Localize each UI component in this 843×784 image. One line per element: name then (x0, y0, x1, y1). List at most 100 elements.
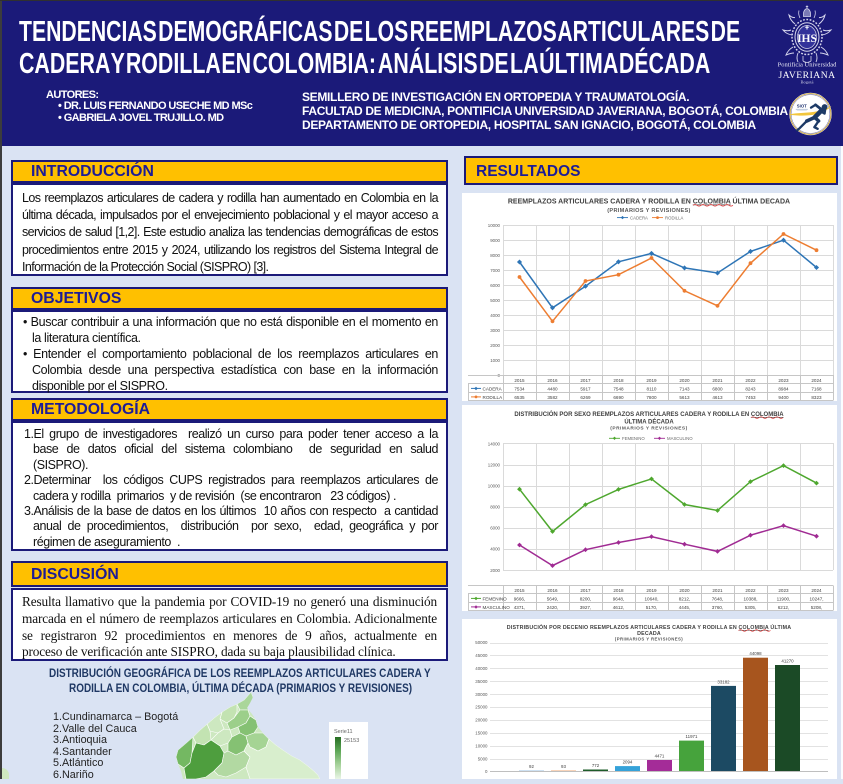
svg-text:7548: 7548 (613, 386, 624, 391)
svg-text:2024: 2024 (811, 588, 822, 593)
svg-text:40000: 40000 (475, 666, 488, 671)
svg-text:6690: 6690 (613, 395, 624, 400)
svg-text:(PRIMARIOS Y REVISIONES): (PRIMARIOS Y REVISIONES) (607, 208, 690, 214)
svg-text:7800: 7800 (646, 395, 657, 400)
svg-text:9666,: 9666, (514, 596, 526, 601)
svg-text:5613: 5613 (679, 395, 690, 400)
svg-text:6000: 6000 (490, 526, 500, 531)
svg-text:9400: 9400 (778, 395, 789, 400)
svg-text:9648,: 9648, (613, 596, 625, 601)
svg-text:7168: 7168 (811, 386, 822, 391)
svg-text:5917: 5917 (580, 386, 591, 391)
svg-text:33182: 33182 (717, 679, 730, 684)
svg-text:15000: 15000 (475, 731, 488, 736)
svg-text:Bogotá: Bogotá (801, 80, 814, 85)
svg-text:10640,: 10640, (644, 596, 658, 601)
svg-text:4471: 4471 (655, 754, 665, 759)
svg-text:30000: 30000 (475, 692, 488, 697)
svg-text:93: 93 (561, 764, 566, 769)
svg-text:4000: 4000 (490, 547, 500, 552)
svg-text:2018: 2018 (613, 588, 624, 593)
svg-text:10247,: 10247, (809, 596, 823, 601)
svg-text:MASCULINO: MASCULINO (667, 436, 693, 441)
svg-text:11900,: 11900, (777, 596, 791, 601)
svg-text:20000: 20000 (475, 718, 488, 723)
svg-text:92: 92 (529, 764, 534, 769)
svg-text:5000: 5000 (490, 298, 500, 303)
svg-text:10000: 10000 (488, 223, 501, 228)
svg-text:JAVERIANA: JAVERIANA (778, 70, 835, 81)
svg-text:41270: 41270 (781, 659, 794, 664)
svg-text:4445,: 4445, (679, 605, 691, 610)
svg-text:4612,: 4612, (613, 605, 625, 610)
svg-text:4480: 4480 (547, 386, 558, 391)
svg-text:772: 772 (592, 763, 600, 768)
svg-text:REEMPLAZOS ARTICULARES CADERA: REEMPLAZOS ARTICULARES CADERA Y RODILLA … (508, 197, 790, 206)
svg-text:SIOT: SIOT (797, 104, 807, 109)
svg-text:DECADA: DECADA (637, 631, 661, 637)
svg-text:3582: 3582 (547, 395, 558, 400)
svg-text:2023: 2023 (778, 588, 789, 593)
svg-text:6535: 6535 (514, 395, 525, 400)
svg-text:35000: 35000 (475, 679, 488, 684)
svg-text:5305,: 5305, (745, 605, 757, 610)
svg-text:5000: 5000 (478, 756, 488, 761)
svg-text:Pontificia Universidad: Pontificia Universidad (778, 62, 837, 69)
svg-text:7000: 7000 (490, 268, 500, 273)
svg-text:7534: 7534 (514, 386, 525, 391)
svg-text:8984: 8984 (778, 386, 789, 391)
svg-text:11971: 11971 (686, 734, 698, 739)
svg-text:2020: 2020 (679, 588, 690, 593)
svg-text:5170,: 5170, (646, 605, 658, 610)
svg-text:2019: 2019 (646, 588, 657, 593)
svg-text:CADERA: CADERA (630, 215, 648, 220)
svg-text:12000: 12000 (488, 462, 501, 467)
svg-text:2024: 2024 (811, 378, 822, 383)
svg-text:2018: 2018 (613, 378, 624, 383)
svg-text:ÚLTIMA DÉCADA: ÚLTIMA DÉCADA (624, 418, 674, 426)
svg-text:2019: 2019 (646, 378, 657, 383)
svg-text:2015: 2015 (514, 378, 525, 383)
svg-text:44098: 44098 (749, 651, 762, 656)
svg-text:2016: 2016 (547, 588, 558, 593)
svg-text:2020: 2020 (679, 378, 690, 383)
svg-text:14000: 14000 (488, 441, 501, 446)
svg-text:2000: 2000 (490, 568, 500, 573)
svg-text:2017: 2017 (580, 588, 591, 593)
svg-text:3927,: 3927, (580, 605, 592, 610)
svg-text:8243: 8243 (745, 386, 756, 391)
svg-text:8200,: 8200, (580, 596, 592, 601)
svg-text:2016: 2016 (547, 378, 558, 383)
svg-text:4000: 4000 (490, 313, 500, 318)
svg-text:(PRIMARIOS Y REVISIONES): (PRIMARIOS Y REVISIONES) (610, 426, 687, 432)
svg-text:3000: 3000 (490, 328, 500, 333)
svg-text:4371,: 4371, (514, 605, 526, 610)
svg-text:6269: 6269 (580, 395, 591, 400)
svg-text:5208,: 5208, (811, 605, 823, 610)
svg-text:2000: 2000 (490, 343, 500, 348)
svg-text:DISTRIBUCIÓN POR SEXO REEMPLAZ: DISTRIBUCIÓN POR SEXO REEMPLAZOS ARTICUL… (514, 410, 784, 418)
svg-text:RODILLA: RODILLA (665, 215, 684, 220)
svg-text:4613: 4613 (712, 395, 723, 400)
svg-text:8323: 8323 (811, 395, 822, 400)
svg-text:10000: 10000 (475, 743, 488, 748)
svg-text:6000: 6000 (490, 283, 500, 288)
svg-text:50000: 50000 (475, 640, 488, 645)
svg-text:8000: 8000 (490, 253, 500, 258)
svg-text:2420,: 2420, (547, 605, 559, 610)
svg-text:MASCULINO: MASCULINO (483, 605, 511, 610)
svg-text:2021: 2021 (712, 378, 723, 383)
svg-text:9000: 9000 (490, 238, 500, 243)
svg-text:10000: 10000 (488, 484, 501, 489)
svg-text:7143: 7143 (679, 386, 690, 391)
svg-text:2023: 2023 (778, 378, 789, 383)
svg-text:2021: 2021 (712, 588, 723, 593)
svg-text:2015: 2015 (514, 588, 525, 593)
svg-text:45000: 45000 (475, 653, 488, 658)
svg-text:2017: 2017 (580, 378, 591, 383)
svg-text:8000: 8000 (490, 505, 500, 510)
svg-text:(PRIMARIOS Y REVISIONES): (PRIMARIOS Y REVISIONES) (615, 637, 683, 642)
svg-text:8212,: 8212, (679, 596, 691, 601)
svg-text:FEMENINO: FEMENINO (622, 436, 645, 441)
svg-text:8110: 8110 (647, 386, 657, 391)
